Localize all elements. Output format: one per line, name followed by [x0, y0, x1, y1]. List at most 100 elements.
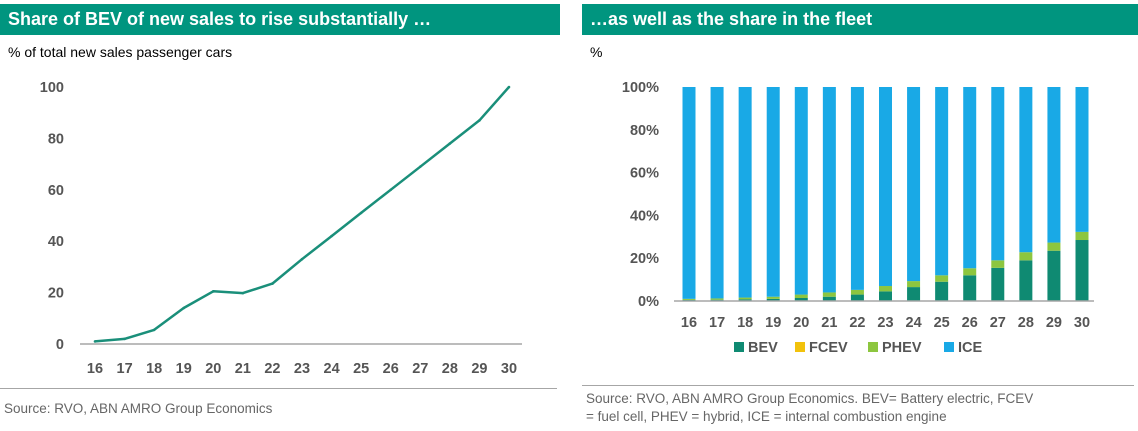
x-tick-label: 20 — [205, 361, 221, 377]
bar-segment-phev — [766, 296, 780, 299]
bar-segment-ice — [1047, 87, 1061, 243]
bar-segment-phev — [1019, 252, 1033, 261]
x-tick-label: 26 — [383, 361, 399, 377]
x-tick-label: 19 — [765, 315, 781, 331]
bar-segment-ice — [1019, 87, 1033, 253]
x-tick-label: 29 — [1046, 315, 1062, 331]
x-tick-label: 27 — [412, 361, 428, 377]
y-tick-label: 20% — [630, 251, 659, 267]
bar-segment-phev — [907, 281, 921, 288]
left-chart-panel: Share of BEV of new sales to rise substa… — [0, 0, 560, 431]
bar-segment-ice — [991, 87, 1005, 261]
data-point — [211, 290, 215, 293]
bar-segment-phev — [822, 292, 836, 297]
bar-segment-bev — [1047, 250, 1061, 301]
legend-swatch-phev — [868, 342, 878, 352]
x-tick-label: 18 — [146, 361, 162, 377]
x-tick-label: 22 — [849, 315, 865, 331]
legend-swatch-bev — [734, 342, 744, 352]
right-chart-panel: …as well as the share in the fleet % 0% 2… — [582, 0, 1138, 431]
y-tick-label: 40 — [48, 234, 64, 250]
bar-segment-bev — [963, 275, 977, 301]
bar-segment-phev — [991, 260, 1005, 268]
x-tick-label: 30 — [1074, 315, 1090, 331]
y-tick-label: 100% — [622, 80, 659, 96]
bar-segment-ice — [963, 87, 977, 269]
legend-swatch-ice — [944, 342, 954, 352]
bar-segment-ice — [738, 87, 752, 298]
bar-segment-ice — [907, 87, 921, 282]
data-point — [300, 257, 304, 261]
bar-segment-phev — [850, 289, 864, 295]
x-tick-label: 25 — [934, 315, 950, 331]
legend-label-bev: BEV — [748, 340, 778, 356]
x-tick-label: 27 — [990, 315, 1006, 331]
x-tick-label: 17 — [709, 315, 725, 331]
data-point — [241, 291, 245, 295]
y-tick-label: 0% — [638, 294, 659, 310]
y-tick-label: 40% — [630, 208, 659, 224]
x-tick-label: 24 — [324, 361, 340, 377]
bar-segment-ice — [935, 87, 949, 276]
bar-segment-ice — [682, 87, 696, 299]
bar-segment-phev — [710, 298, 724, 300]
bar-segment-phev — [794, 294, 808, 299]
x-tick-label: 24 — [906, 315, 922, 331]
bar-segment-bev — [935, 281, 949, 301]
legend-label-phev: PHEV — [882, 340, 922, 356]
bar-segment-ice — [822, 87, 836, 293]
data-point — [152, 328, 156, 332]
bar-segment-bev — [879, 291, 892, 301]
x-tick-label: 16 — [681, 315, 697, 331]
data-point — [448, 142, 452, 145]
left-source-divider — [0, 388, 557, 389]
bar-segment-bev — [766, 298, 780, 301]
x-tick-label: 30 — [501, 361, 517, 377]
x-tick-label: 25 — [353, 361, 369, 377]
x-tick-label: 19 — [176, 361, 192, 377]
data-point — [389, 188, 393, 192]
bar-segment-bev — [1019, 260, 1033, 301]
bar-segment-bev — [822, 296, 836, 301]
bar-segment-bev — [850, 294, 864, 301]
bar-segment-phev — [879, 286, 892, 292]
y-tick-label: 100 — [40, 80, 64, 96]
bar-segment-phev — [682, 298, 696, 300]
series-line — [94, 86, 510, 343]
x-tick-label: 22 — [264, 361, 280, 377]
x-tick-label: 29 — [471, 361, 487, 377]
right-chart-subtitle: % — [590, 44, 603, 60]
bar-segment-ice — [850, 87, 864, 290]
y-tick-label: 20 — [48, 286, 64, 302]
bar-segment-bev — [1075, 240, 1089, 301]
bar-segment-phev — [963, 268, 977, 276]
data-point — [182, 306, 186, 310]
legend-label-ice: ICE — [958, 340, 983, 356]
bar-segment-ice — [1075, 87, 1089, 232]
bar-segment-bev — [991, 267, 1005, 301]
y-tick-label: 60% — [630, 166, 659, 182]
bar-segment-phev — [1075, 231, 1089, 241]
x-tick-label: 28 — [442, 361, 458, 377]
data-point — [418, 165, 422, 168]
data-point — [507, 85, 511, 89]
x-tick-label: 17 — [117, 361, 133, 377]
x-tick-label: 28 — [1018, 315, 1034, 331]
legend-swatch-fcev — [795, 342, 805, 352]
x-tick-label: 26 — [962, 315, 978, 331]
bar-segment-phev — [935, 275, 949, 282]
bar-segment-bev — [794, 298, 808, 301]
left-source-note: Source: RVO, ABN AMRO Group Economics — [4, 401, 273, 416]
y-tick-label: 60 — [48, 183, 64, 199]
data-point — [330, 234, 333, 238]
data-point — [478, 119, 481, 122]
x-tick-label: 21 — [821, 315, 837, 331]
bar-segment-ice — [879, 87, 892, 287]
x-tick-label: 23 — [877, 315, 893, 331]
bar-segment-phev — [1047, 242, 1061, 251]
data-point — [123, 337, 126, 341]
stacked-bar-chart: 0% 20% 40% 60% 80% 100% 16 17 18 19 20 21 22 23 24 25 26… — [622, 80, 1094, 356]
right-source-note-line-2: = fuel cell, PHEV = hybrid, ICE = intern… — [586, 409, 947, 424]
line-chart: 0 20 40 60 80 100 16 17 18 19 20 21 22 23 24 25 26 27 28 29… — [40, 80, 522, 377]
x-tick-label: 16 — [87, 361, 103, 377]
